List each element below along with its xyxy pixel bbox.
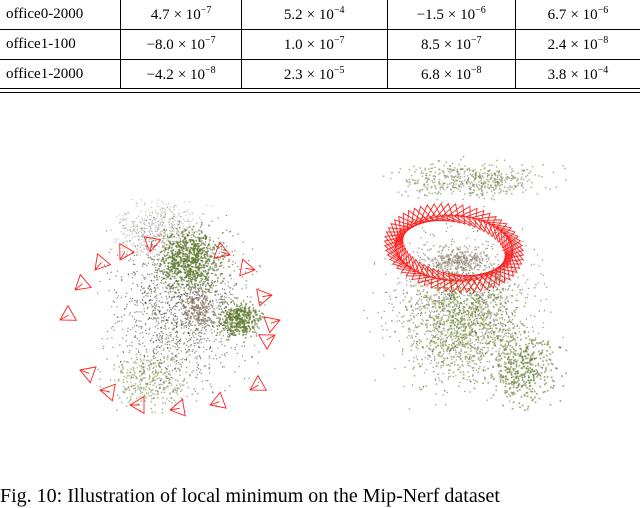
table-row: office1-2000 −4.2 × 10−8 2.3 × 10−5 6.8 × 10−8… <box>0 59 640 89</box>
cell-mantissa: 6.7 <box>547 7 567 23</box>
table-cell: −8.0 × 10−7 <box>120 29 242 60</box>
camera-frustum <box>239 258 256 277</box>
cell-mantissa: −4.2 <box>146 67 174 83</box>
cell-exponent: −8 <box>470 65 482 76</box>
camera-ring <box>383 202 525 294</box>
table-cell: 2.4 × 10−8 <box>514 29 640 60</box>
cell-exponent: −6 <box>475 5 486 16</box>
cell-mantissa: 6.8 <box>420 67 440 83</box>
figure-10 <box>0 120 640 480</box>
cell-mantissa: 3.8 <box>547 67 567 83</box>
cell-times-ten: × 10 <box>173 7 201 23</box>
table-cell: 8.5 × 10−7 <box>386 29 516 60</box>
row-label: office1-2000 <box>6 66 84 82</box>
table-row: office0-2000 4.7 × 10−7 5.2 × 10−4 −1.5 × 10−6… <box>0 0 640 30</box>
camera-frustum <box>119 242 136 261</box>
cell-mantissa: −8.0 <box>146 37 174 53</box>
cell-mantissa: 8.5 <box>420 37 440 53</box>
cell-exponent: −8 <box>597 35 609 46</box>
point-cloud-points <box>180 284 222 336</box>
row-label: office1-100 <box>0 29 121 60</box>
point-cloud-points <box>427 244 494 277</box>
camera-frustum <box>410 207 430 228</box>
camera-frustum <box>435 202 455 223</box>
cell-exponent: −4 <box>333 5 345 16</box>
point-cloud-points <box>482 324 568 412</box>
results-table-region: office0-2000 4.7 × 10−7 5.2 × 10−4 −1.5 × 10−6… <box>0 0 640 89</box>
camera-frustum <box>257 334 276 351</box>
table-cell: 6.8 × 10−8 <box>386 59 516 89</box>
cell-exponent: −7 <box>470 35 482 46</box>
table-cell: −4.2 × 10−8 <box>120 59 242 89</box>
cell-mantissa: 2.4 <box>547 37 567 53</box>
cell-times-ten: × 10 <box>443 67 471 83</box>
camera-frustum <box>478 268 498 289</box>
camera-frustum <box>74 273 92 291</box>
table-cell: 5.2 × 10−4 <box>240 0 388 30</box>
cell-times-ten: × 10 <box>306 67 334 83</box>
table-cell: 1.0 × 10−7 <box>240 29 388 60</box>
cell-exponent: −7 <box>333 35 345 46</box>
cell-exponent: −5 <box>333 65 345 76</box>
cell-exponent: −4 <box>597 65 609 76</box>
point-cloud-points <box>97 343 201 414</box>
point-cloud-points <box>382 155 567 203</box>
camera-frustum <box>79 366 97 384</box>
table-row: office1-100 −8.0 × 10−7 1.0 × 10−7 8.5 × 10−7 2… <box>0 29 640 60</box>
figure-caption: Fig. 10: Illustration of local minimum o… <box>0 485 500 507</box>
table-cell: −1.5 × 10−6 <box>386 0 516 30</box>
camera-frustum <box>59 304 78 321</box>
cell-times-ten: × 10 <box>447 7 476 23</box>
camera-frustum <box>209 391 227 409</box>
camera-frustum <box>213 241 231 259</box>
cell-exponent: −6 <box>597 5 609 16</box>
cell-mantissa: 2.3 <box>283 67 303 83</box>
cell-times-ten: × 10 <box>177 67 206 83</box>
row-label: office0-2000 <box>0 0 121 30</box>
cell-times-ten: × 10 <box>570 37 598 53</box>
results-table: office0-2000 4.7 × 10−7 5.2 × 10−4 −1.5 × 10−6… <box>0 0 640 89</box>
camera-frustum <box>94 253 112 271</box>
results-table-body: office0-2000 4.7 × 10−7 5.2 × 10−4 −1.5 × 10−6… <box>0 0 640 89</box>
cell-times-ten: × 10 <box>443 37 471 53</box>
camera-frustum <box>453 273 473 294</box>
camera-frustum <box>256 288 273 307</box>
camera-frustum <box>129 395 145 415</box>
point-cloud-points <box>211 297 266 344</box>
point-cloud-right-image <box>363 155 568 412</box>
camera-frustum <box>143 236 162 253</box>
table-cell: 3.8 × 10−4 <box>514 59 640 89</box>
cell-mantissa: 4.7 <box>150 7 170 23</box>
cell-exponent: −8 <box>205 65 216 76</box>
cell-mantissa: 1.0 <box>283 37 303 53</box>
table-cell: 4.7 × 10−7 <box>120 0 242 30</box>
table-bottom-rule <box>0 88 640 93</box>
cell-times-ten: × 10 <box>306 37 334 53</box>
point-cloud-left-image <box>59 198 281 417</box>
cell-mantissa: 5.2 <box>283 7 303 23</box>
point-cloud-points <box>149 217 232 305</box>
cell-exponent: −7 <box>200 5 212 16</box>
camera-frustum <box>263 316 281 334</box>
cell-times-ten: × 10 <box>177 37 206 53</box>
cell-times-ten: × 10 <box>570 67 598 83</box>
table-cell: 2.3 × 10−5 <box>240 59 388 89</box>
camera-frustum <box>169 398 186 417</box>
cell-times-ten: × 10 <box>306 7 334 23</box>
point-cloud-points <box>97 205 266 406</box>
cell-times-ten: × 10 <box>570 7 598 23</box>
camera-frustum <box>99 383 116 402</box>
table-cell: 6.7 × 10−6 <box>514 0 640 30</box>
camera-frustum <box>249 374 268 391</box>
cell-mantissa: −1.5 <box>416 7 444 23</box>
camera-frustum <box>503 243 524 263</box>
cell-exponent: −7 <box>205 35 216 46</box>
